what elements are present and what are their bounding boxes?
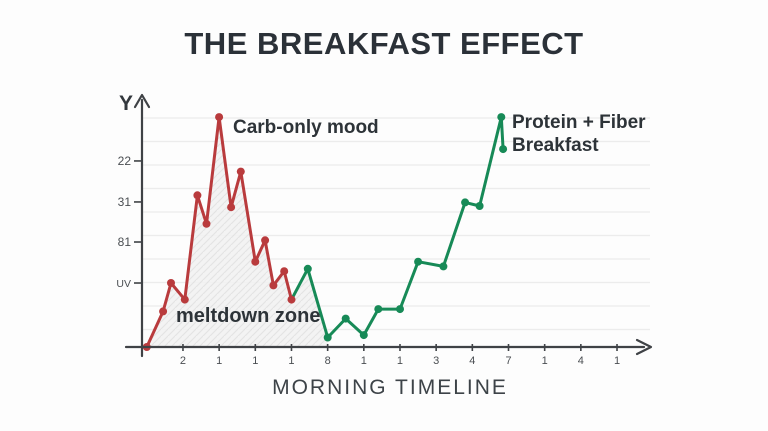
carb-data-point xyxy=(180,295,189,304)
x-tick-label: 1 xyxy=(397,355,403,367)
protein-line-markers xyxy=(303,113,508,342)
protein-data-point xyxy=(323,333,332,342)
meltdown-zone-label: meltdown zone xyxy=(176,305,321,327)
x-tick-label: 3 xyxy=(433,355,439,367)
protein-data-point xyxy=(439,262,448,271)
protein-fiber-line xyxy=(290,115,505,339)
protein-data-point xyxy=(359,331,368,340)
protein-data-point xyxy=(374,305,383,314)
x-axis-arrow xyxy=(635,338,653,356)
carb-data-point xyxy=(193,191,202,200)
protein-label-line2: Breakfast xyxy=(512,135,599,157)
y-tick-label: 22 xyxy=(118,154,132,168)
carb-only-mood-label: Carb-only mood xyxy=(233,117,379,138)
x-tick-label: 1 xyxy=(252,355,258,367)
carb-data-point xyxy=(159,307,168,316)
x-tick-label: 7 xyxy=(505,355,511,367)
x-tick-label: 1 xyxy=(361,355,367,367)
y-axis-arrow xyxy=(133,93,151,109)
protein-label-line1: Protein + Fiber xyxy=(512,112,646,133)
protein-data-point xyxy=(461,198,470,207)
protein-fiber-breakfast-label: Protein + Fiber Breakfast xyxy=(512,111,646,157)
protein-data-point xyxy=(499,145,508,154)
x-tick-label: 1 xyxy=(216,355,222,367)
x-axis-title: MORNING TIMELINE xyxy=(272,376,508,399)
y-tick-label: 31 xyxy=(118,195,132,209)
x-axis-ticks: 2 1 1 1 8 1 1 3 4 7 1 4 1 xyxy=(180,344,620,367)
carb-line-markers xyxy=(142,113,296,351)
carb-data-point xyxy=(215,113,224,122)
x-tick-label: 4 xyxy=(578,355,584,367)
y-tick-label: UV xyxy=(116,278,131,290)
y-tick-label: 81 xyxy=(118,235,132,249)
carb-data-point xyxy=(202,219,211,228)
protein-data-point xyxy=(414,257,423,266)
carb-data-point xyxy=(236,167,245,176)
carb-data-point xyxy=(287,295,296,304)
carb-data-point xyxy=(251,257,260,266)
x-tick-label: 8 xyxy=(325,355,331,367)
axes xyxy=(124,93,653,358)
carb-data-point xyxy=(167,279,175,287)
meltdown-zone-area xyxy=(146,117,328,347)
protein-data-point xyxy=(396,305,404,314)
protein-data-point xyxy=(475,202,484,210)
y-axis-label: Y xyxy=(119,92,134,115)
protein-data-point xyxy=(303,264,312,273)
carb-data-point xyxy=(280,267,289,276)
x-tick-label: 2 xyxy=(180,355,186,367)
x-tick-label: 1 xyxy=(288,355,294,367)
x-tick-label: 4 xyxy=(469,355,475,367)
chart-title: THE BREAKFAST EFFECT xyxy=(184,26,584,61)
x-tick-label: 1 xyxy=(614,355,620,367)
x-tick-label: 1 xyxy=(542,355,548,367)
y-axis-ticks: UV 81 31 22 xyxy=(116,154,142,290)
protein-data-point xyxy=(497,113,506,122)
protein-data-point xyxy=(341,314,350,323)
carb-data-point xyxy=(227,203,236,212)
carb-data-point xyxy=(269,281,278,290)
carb-data-point xyxy=(261,236,270,245)
